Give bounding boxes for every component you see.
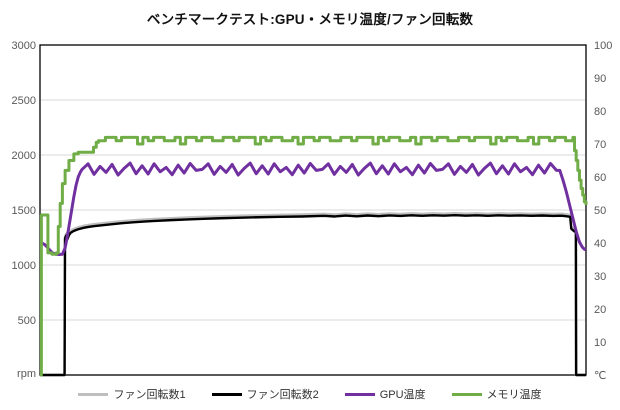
y-left-unit-label: rpm bbox=[17, 368, 36, 380]
y-left-tick-label: 1500 bbox=[12, 205, 36, 217]
legend-swatch-memory-temp bbox=[451, 392, 482, 396]
series-line-memory-temp bbox=[39, 135, 588, 377]
y-right-tick-label: 100 bbox=[594, 40, 612, 52]
series-line-fan2 bbox=[40, 213, 586, 377]
series-line-fan1 bbox=[40, 211, 586, 377]
legend-swatch-fan1 bbox=[78, 392, 109, 396]
legend-label-memory-temp: メモリ温度 bbox=[486, 389, 542, 401]
legend-item-gpu-temp: GPU温度 bbox=[344, 386, 426, 402]
legend: ファン回転数1 ファン回転数2 GPU温度 メモリ温度 bbox=[0, 383, 620, 405]
y-left-tick-label: 3000 bbox=[12, 40, 36, 52]
y-right-tick-label: 50 bbox=[594, 205, 606, 217]
y-right-tick-label: 10 bbox=[594, 337, 606, 349]
legend-item-fan2: ファン回転数2 bbox=[211, 386, 319, 402]
plot-border bbox=[39, 44, 587, 376]
legend-label-gpu-temp: GPU温度 bbox=[379, 389, 426, 401]
y-right-tick-label: 70 bbox=[594, 139, 606, 151]
y-right-unit-label: ℃ bbox=[594, 370, 606, 382]
legend-swatch-gpu-temp bbox=[344, 392, 375, 396]
y-right-tick-label: 30 bbox=[594, 271, 606, 283]
y-right-tick-label: 60 bbox=[594, 172, 606, 184]
series-line-gpu-temp bbox=[40, 161, 587, 257]
y-left-tick-label: 2500 bbox=[12, 95, 36, 107]
chart-title: ベンチマークテスト:GPU・メモリ温度/ファン回転数 bbox=[146, 12, 474, 27]
legend-item-memory-temp: メモリ温度 bbox=[451, 386, 542, 402]
y-right-tick-label: 80 bbox=[594, 106, 606, 118]
y-right-tick-label: 40 bbox=[594, 238, 606, 250]
y-left-tick-label: 2000 bbox=[12, 150, 36, 162]
y-left-tick-label: 1000 bbox=[12, 260, 36, 272]
y-left-tick-label: 500 bbox=[18, 315, 36, 327]
legend-item-fan1: ファン回転数1 bbox=[78, 386, 186, 402]
y-right-tick-label: 90 bbox=[594, 73, 606, 85]
legend-swatch-fan2 bbox=[211, 392, 242, 396]
legend-label-fan2: ファン回転数2 bbox=[246, 389, 319, 401]
legend-label-fan1: ファン回転数1 bbox=[113, 389, 186, 401]
y-right-tick-label: 20 bbox=[594, 304, 606, 316]
